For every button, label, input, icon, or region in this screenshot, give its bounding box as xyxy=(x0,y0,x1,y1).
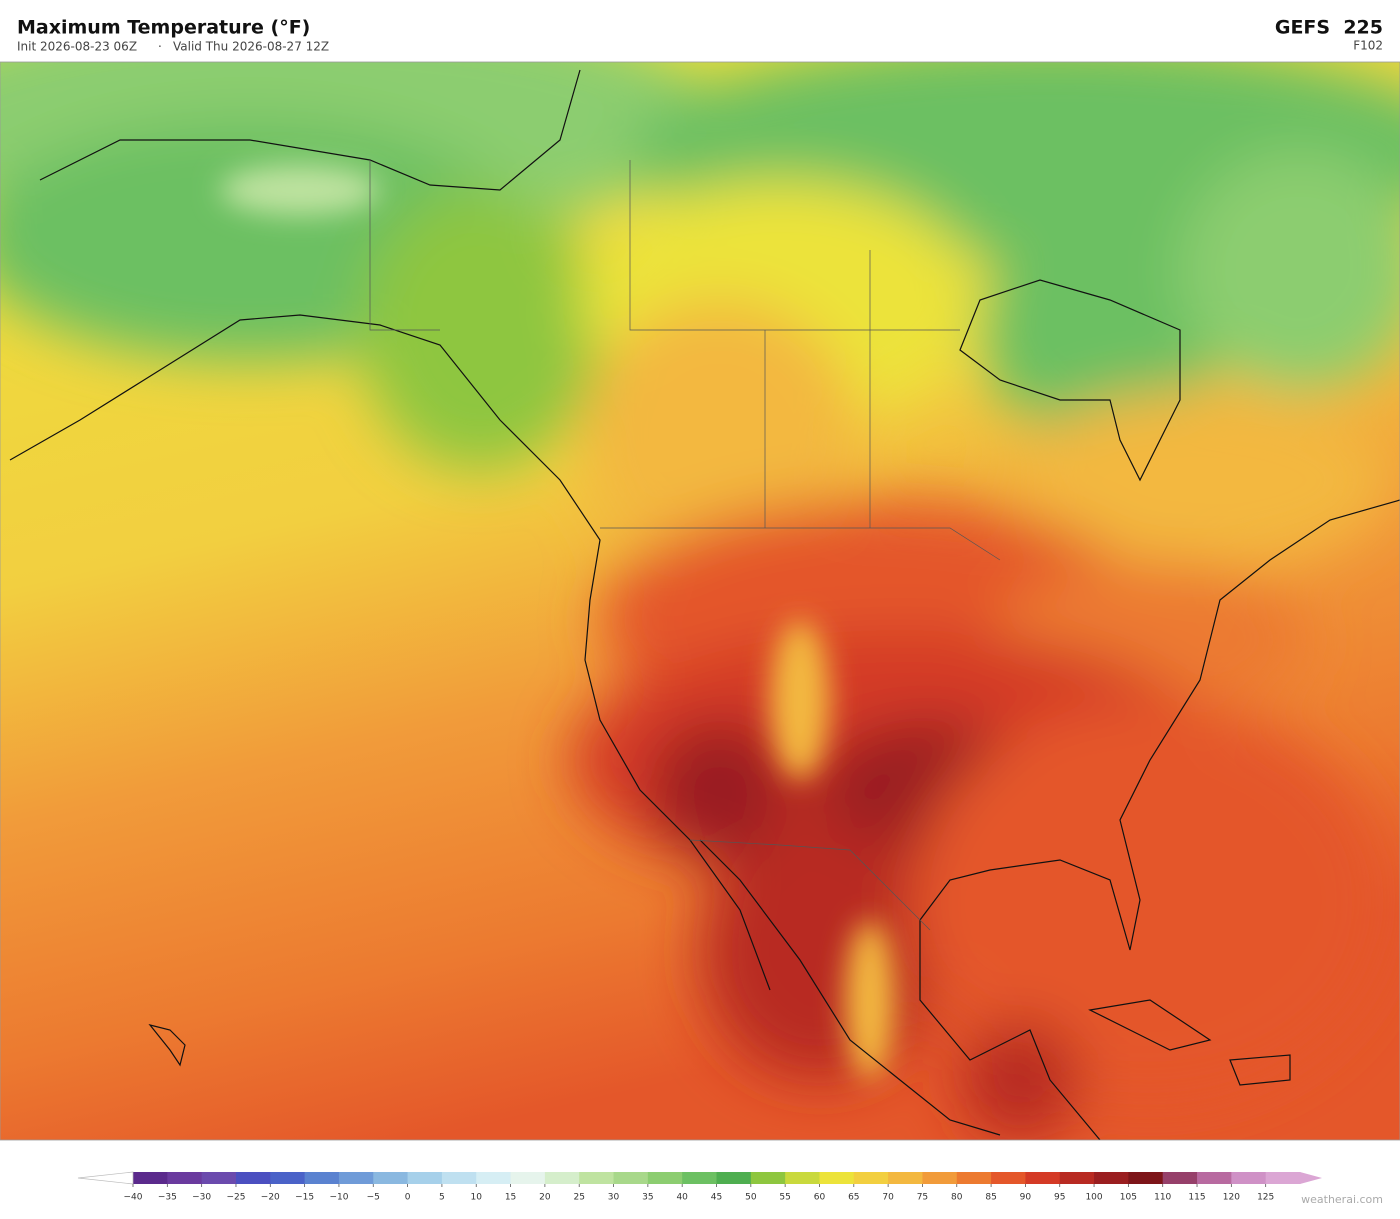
colorbar-tick-label: 55 xyxy=(779,1193,790,1203)
temperature-field xyxy=(0,62,1400,1140)
colorbar-bin xyxy=(201,1172,237,1184)
separator: · xyxy=(158,40,162,54)
colorbar-tick-label: 50 xyxy=(745,1193,757,1203)
colorbar-under xyxy=(77,1171,134,1185)
colorbar-tick-label: 10 xyxy=(471,1193,483,1203)
init-time: Init 2026-08-23 06Z xyxy=(17,40,137,54)
colorbar-bin xyxy=(338,1172,374,1184)
colorbar-bin xyxy=(785,1172,820,1184)
forecast-hour: F102 xyxy=(1353,39,1383,53)
colorbar-bin xyxy=(133,1172,168,1184)
colorbar-bin xyxy=(956,1172,992,1184)
colorbar-tick-label: 80 xyxy=(951,1193,963,1203)
colorbar-tick-label: 65 xyxy=(848,1193,859,1203)
colorbar-tick-label: 0 xyxy=(405,1193,411,1203)
colorbar-bin xyxy=(1094,1172,1129,1184)
colorbar-bin xyxy=(510,1172,546,1184)
colorbar-tick-label: −25 xyxy=(226,1193,245,1203)
map-frame xyxy=(0,61,1400,1141)
colorbar-tick-label: 90 xyxy=(1020,1193,1032,1203)
colorbar-bin xyxy=(1025,1172,1061,1184)
colorbar-bin xyxy=(441,1172,477,1184)
map-title: Maximum Temperature (°F) xyxy=(17,17,310,39)
colorbar-tick-label: 110 xyxy=(1154,1193,1171,1203)
colorbar-bin xyxy=(304,1172,340,1184)
colorbar-tick-label: −5 xyxy=(367,1193,380,1203)
colorbar-tick-label: 60 xyxy=(814,1193,826,1203)
colorbar-tick-label: 20 xyxy=(539,1193,551,1203)
coastlines xyxy=(9,69,1400,1140)
colorbar-bin xyxy=(407,1172,443,1184)
borders xyxy=(369,160,1001,931)
colorbar-tick-label: −35 xyxy=(158,1193,177,1203)
colorbar-bin xyxy=(235,1172,271,1184)
colorbar-bin xyxy=(373,1172,409,1184)
model-name: GEFS 225 xyxy=(1275,17,1383,39)
colorbar-tick-label: 25 xyxy=(573,1193,584,1203)
colorbar-bin xyxy=(922,1172,958,1184)
colorbar-tick-label: 120 xyxy=(1223,1193,1240,1203)
colorbar-tick-label: 125 xyxy=(1257,1193,1274,1203)
colorbar-bin xyxy=(647,1172,683,1184)
colorbar-tick-label: 75 xyxy=(917,1193,928,1203)
colorbar-tick-label: 15 xyxy=(505,1193,516,1203)
colorbar-bin xyxy=(716,1172,752,1184)
colorbar-tick-label: 85 xyxy=(985,1193,996,1203)
colorbar-tick-label: 40 xyxy=(676,1193,688,1203)
valid-time: Valid Thu 2026-08-27 12Z xyxy=(173,40,329,54)
colorbar-bin xyxy=(991,1172,1026,1184)
colorbar-tick-label: 30 xyxy=(608,1193,620,1203)
credit: weatherai.com xyxy=(1301,1193,1383,1206)
colorbar-over xyxy=(1300,1172,1322,1184)
colorbar-bin xyxy=(1128,1172,1164,1184)
colorbar-bin xyxy=(1162,1172,1198,1184)
colorbar-bin xyxy=(750,1172,786,1184)
colorbar-bin xyxy=(270,1172,306,1184)
colorbar-bin xyxy=(579,1172,615,1184)
colorbar-bin xyxy=(682,1172,717,1184)
colorbar-bin xyxy=(853,1172,889,1184)
colorbar-bin xyxy=(1197,1172,1232,1184)
colorbar-tick-label: 70 xyxy=(882,1193,894,1203)
colorbar-tick-label: 45 xyxy=(711,1193,722,1203)
colorbar-bin xyxy=(1265,1172,1301,1184)
highland-cool-spots xyxy=(220,165,895,1080)
colorbar-bin xyxy=(1231,1172,1267,1184)
colorbar-tick-label: 95 xyxy=(1054,1193,1065,1203)
colorbar-tick-label: 115 xyxy=(1188,1193,1205,1203)
colorbar: −40 −35 −30 −25 −20 −15 −10 −5 0 5 10 15 20 25 30 35 40 4… xyxy=(77,1171,1322,1203)
colorbar-bin xyxy=(167,1172,203,1184)
colorbar-tick-label: 35 xyxy=(642,1193,653,1203)
colorbar-tick-label: −40 xyxy=(124,1193,143,1203)
colorbar-tick-label: 5 xyxy=(439,1193,445,1203)
colorbar-bin xyxy=(544,1172,580,1184)
colorbar-bin xyxy=(819,1172,855,1184)
colorbar-tick-label: −15 xyxy=(295,1193,314,1203)
colorbar-bin xyxy=(613,1172,649,1184)
colorbar-bin xyxy=(1059,1172,1095,1184)
map xyxy=(0,62,1400,1140)
colorbar-tick-label: 100 xyxy=(1085,1193,1102,1203)
colorbar-tick-label: 105 xyxy=(1120,1193,1137,1203)
colorbar-bin xyxy=(476,1172,512,1184)
colorbar-tick-label: −30 xyxy=(192,1193,211,1203)
colorbar-tick-label: −10 xyxy=(329,1193,348,1203)
colorbar-bin xyxy=(888,1172,923,1184)
colorbar-tick-label: −20 xyxy=(261,1193,280,1203)
